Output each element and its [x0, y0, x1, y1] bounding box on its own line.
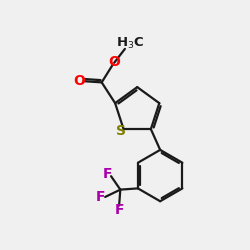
Text: F: F [96, 190, 106, 204]
Text: S: S [116, 124, 126, 138]
Text: O: O [73, 74, 85, 88]
Text: H$_3$C: H$_3$C [116, 36, 144, 51]
Text: F: F [114, 204, 124, 218]
Text: O: O [108, 54, 120, 68]
Text: F: F [103, 167, 112, 181]
